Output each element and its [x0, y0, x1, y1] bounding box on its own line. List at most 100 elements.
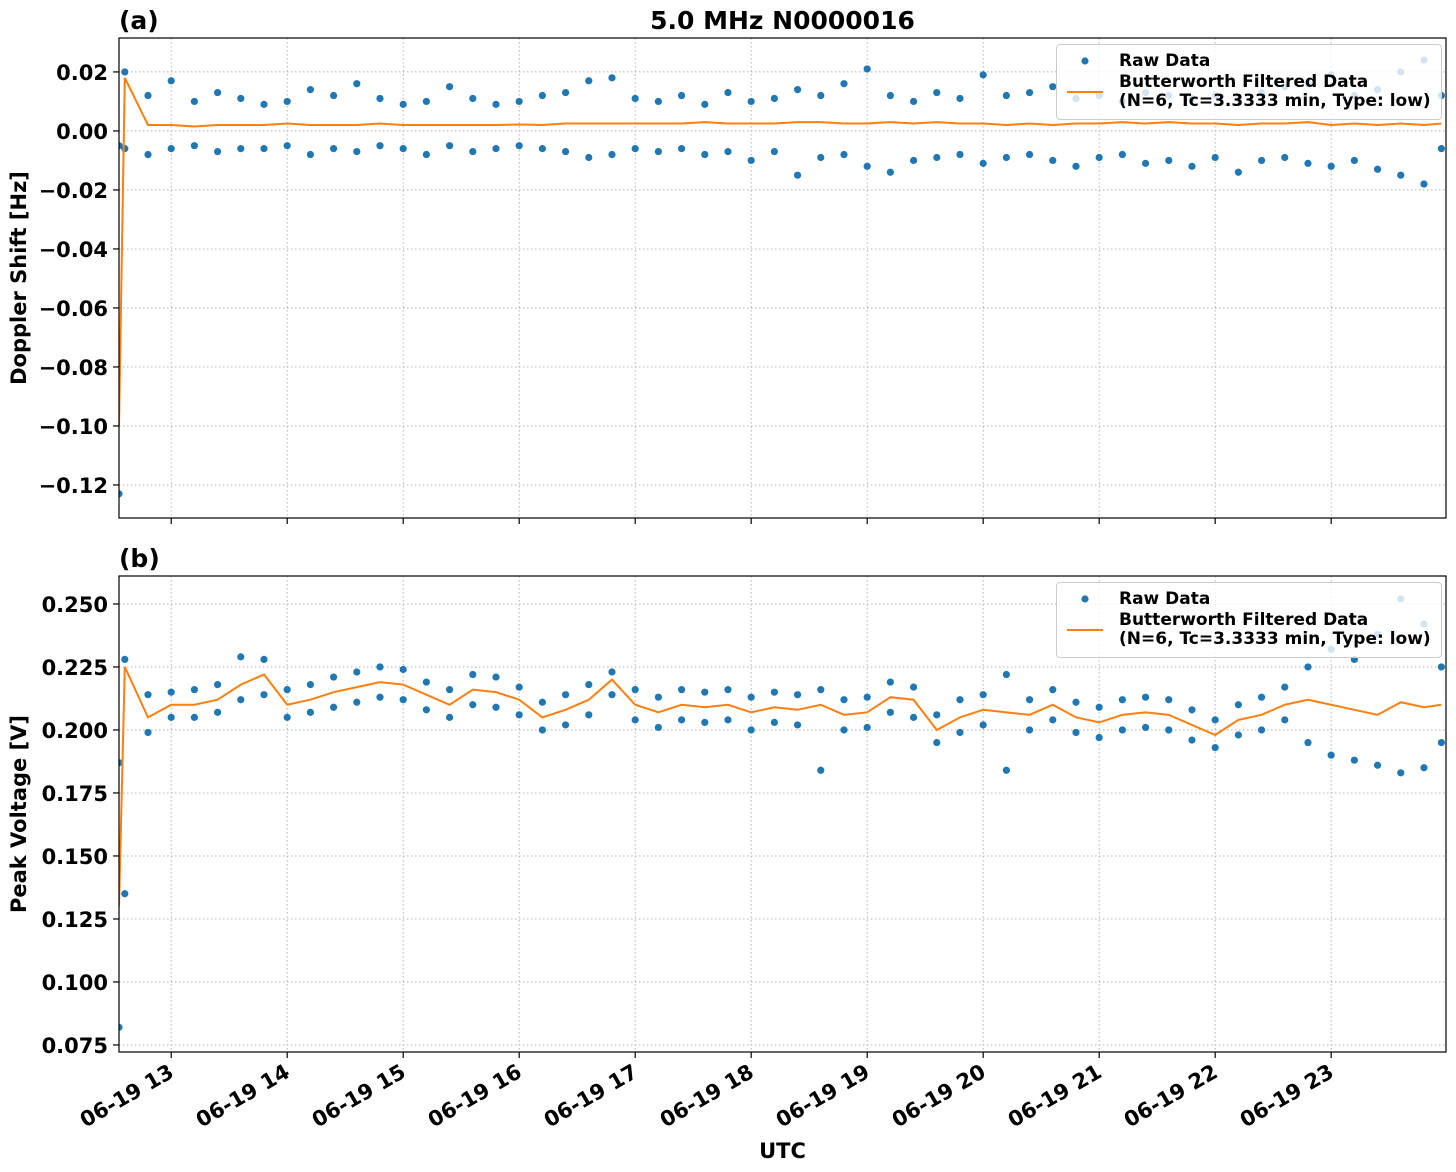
raw-point — [608, 691, 616, 699]
raw-point — [956, 94, 964, 103]
raw-point — [631, 94, 639, 103]
y-tick-label: 0.250 — [42, 593, 108, 617]
y-axis-label: Doppler Shift [Hz] — [7, 171, 31, 385]
raw-point — [422, 706, 430, 714]
raw-point — [515, 142, 523, 150]
raw-point — [631, 145, 639, 153]
raw-point — [909, 97, 918, 106]
raw-point — [886, 708, 894, 716]
raw-point — [979, 159, 987, 167]
raw-point — [1397, 769, 1405, 777]
raw-point — [747, 693, 755, 701]
raw-point — [1095, 703, 1103, 711]
raw-point — [1095, 733, 1103, 742]
y-tick-label: 0.075 — [42, 1034, 108, 1058]
raw-point — [1327, 162, 1335, 170]
legend-item: Butterworth Filtered Data (N=6, Tc=3.333… — [1065, 611, 1431, 649]
raw-point — [329, 703, 338, 711]
raw-point — [608, 74, 616, 82]
raw-point — [1072, 728, 1080, 737]
raw-point — [1165, 726, 1173, 734]
legend-label: Raw Data — [1119, 588, 1211, 609]
raw-point — [677, 91, 686, 100]
raw-point — [1188, 706, 1196, 714]
raw-point — [654, 693, 662, 701]
raw-point — [770, 688, 778, 696]
raw-point — [538, 91, 546, 100]
raw-point — [793, 171, 802, 179]
raw-point — [1234, 168, 1242, 176]
raw-point — [167, 77, 175, 85]
raw-point — [608, 150, 616, 159]
raw-point — [237, 94, 245, 103]
raw-point — [213, 88, 222, 97]
raw-point — [817, 153, 825, 162]
y-axis-label: Peak Voltage [V] — [7, 715, 31, 913]
filtered-line — [119, 77, 1442, 426]
raw-point — [1373, 165, 1382, 173]
raw-point — [747, 156, 755, 165]
raw-point — [747, 97, 755, 106]
raw-point — [492, 100, 500, 108]
raw-point — [1350, 756, 1358, 764]
raw-point — [1165, 696, 1173, 704]
raw-point — [469, 94, 477, 103]
raw-point — [1327, 751, 1335, 759]
raw-point — [793, 721, 802, 729]
raw-point — [121, 890, 129, 898]
raw-point — [260, 655, 268, 664]
raw-point — [933, 711, 941, 719]
raw-point — [561, 721, 570, 729]
raw-point — [376, 94, 384, 103]
raw-point — [585, 153, 593, 162]
raw-point — [1257, 693, 1266, 701]
raw-point — [1141, 723, 1150, 732]
raw-point — [909, 713, 918, 721]
y-tick-label: −0.08 — [39, 356, 108, 380]
raw-point — [1002, 153, 1010, 162]
x-tick-label: 06-19 16 — [424, 1060, 526, 1133]
raw-point — [561, 88, 570, 97]
raw-point — [956, 728, 964, 737]
raw-point — [1281, 683, 1289, 691]
raw-point — [306, 86, 314, 94]
legend-label: Butterworth Filtered Data (N=6, Tc=3.333… — [1119, 72, 1431, 111]
raw-point — [121, 68, 129, 76]
raw-point — [863, 65, 871, 73]
raw-point — [376, 142, 384, 150]
raw-point — [469, 147, 477, 156]
raw-point — [840, 80, 848, 88]
raw-point — [1049, 716, 1057, 724]
raw-point — [979, 691, 987, 699]
chart-title: 5.0 MHz N0000016 — [650, 6, 915, 35]
axes-frame — [118, 37, 1447, 519]
panel-label: (b) — [119, 544, 160, 573]
panel-label: (a) — [119, 6, 159, 35]
raw-point — [1350, 156, 1358, 165]
raw-point — [492, 673, 500, 681]
raw-point — [144, 691, 152, 699]
raw-point — [956, 150, 964, 159]
raw-point — [399, 145, 407, 153]
raw-point — [144, 150, 152, 159]
raw-point — [260, 691, 268, 699]
plot-area — [119, 56, 1445, 498]
x-tick-label: 06-19 22 — [1120, 1060, 1222, 1133]
raw-point — [213, 147, 222, 156]
raw-point — [399, 100, 407, 108]
legend-marker — [1081, 595, 1089, 603]
raw-point — [1188, 736, 1196, 744]
raw-point — [119, 490, 123, 498]
x-tick-label: 06-19 15 — [308, 1060, 410, 1133]
raw-point — [747, 726, 755, 734]
raw-point — [933, 738, 941, 747]
raw-point — [260, 145, 268, 153]
raw-point — [770, 94, 778, 103]
raw-point — [654, 147, 662, 156]
y-tick-label: −0.06 — [39, 297, 108, 321]
raw-point — [1188, 162, 1196, 170]
raw-point — [1281, 153, 1289, 162]
y-tick-label: 0.225 — [42, 656, 108, 680]
raw-point — [886, 168, 894, 176]
